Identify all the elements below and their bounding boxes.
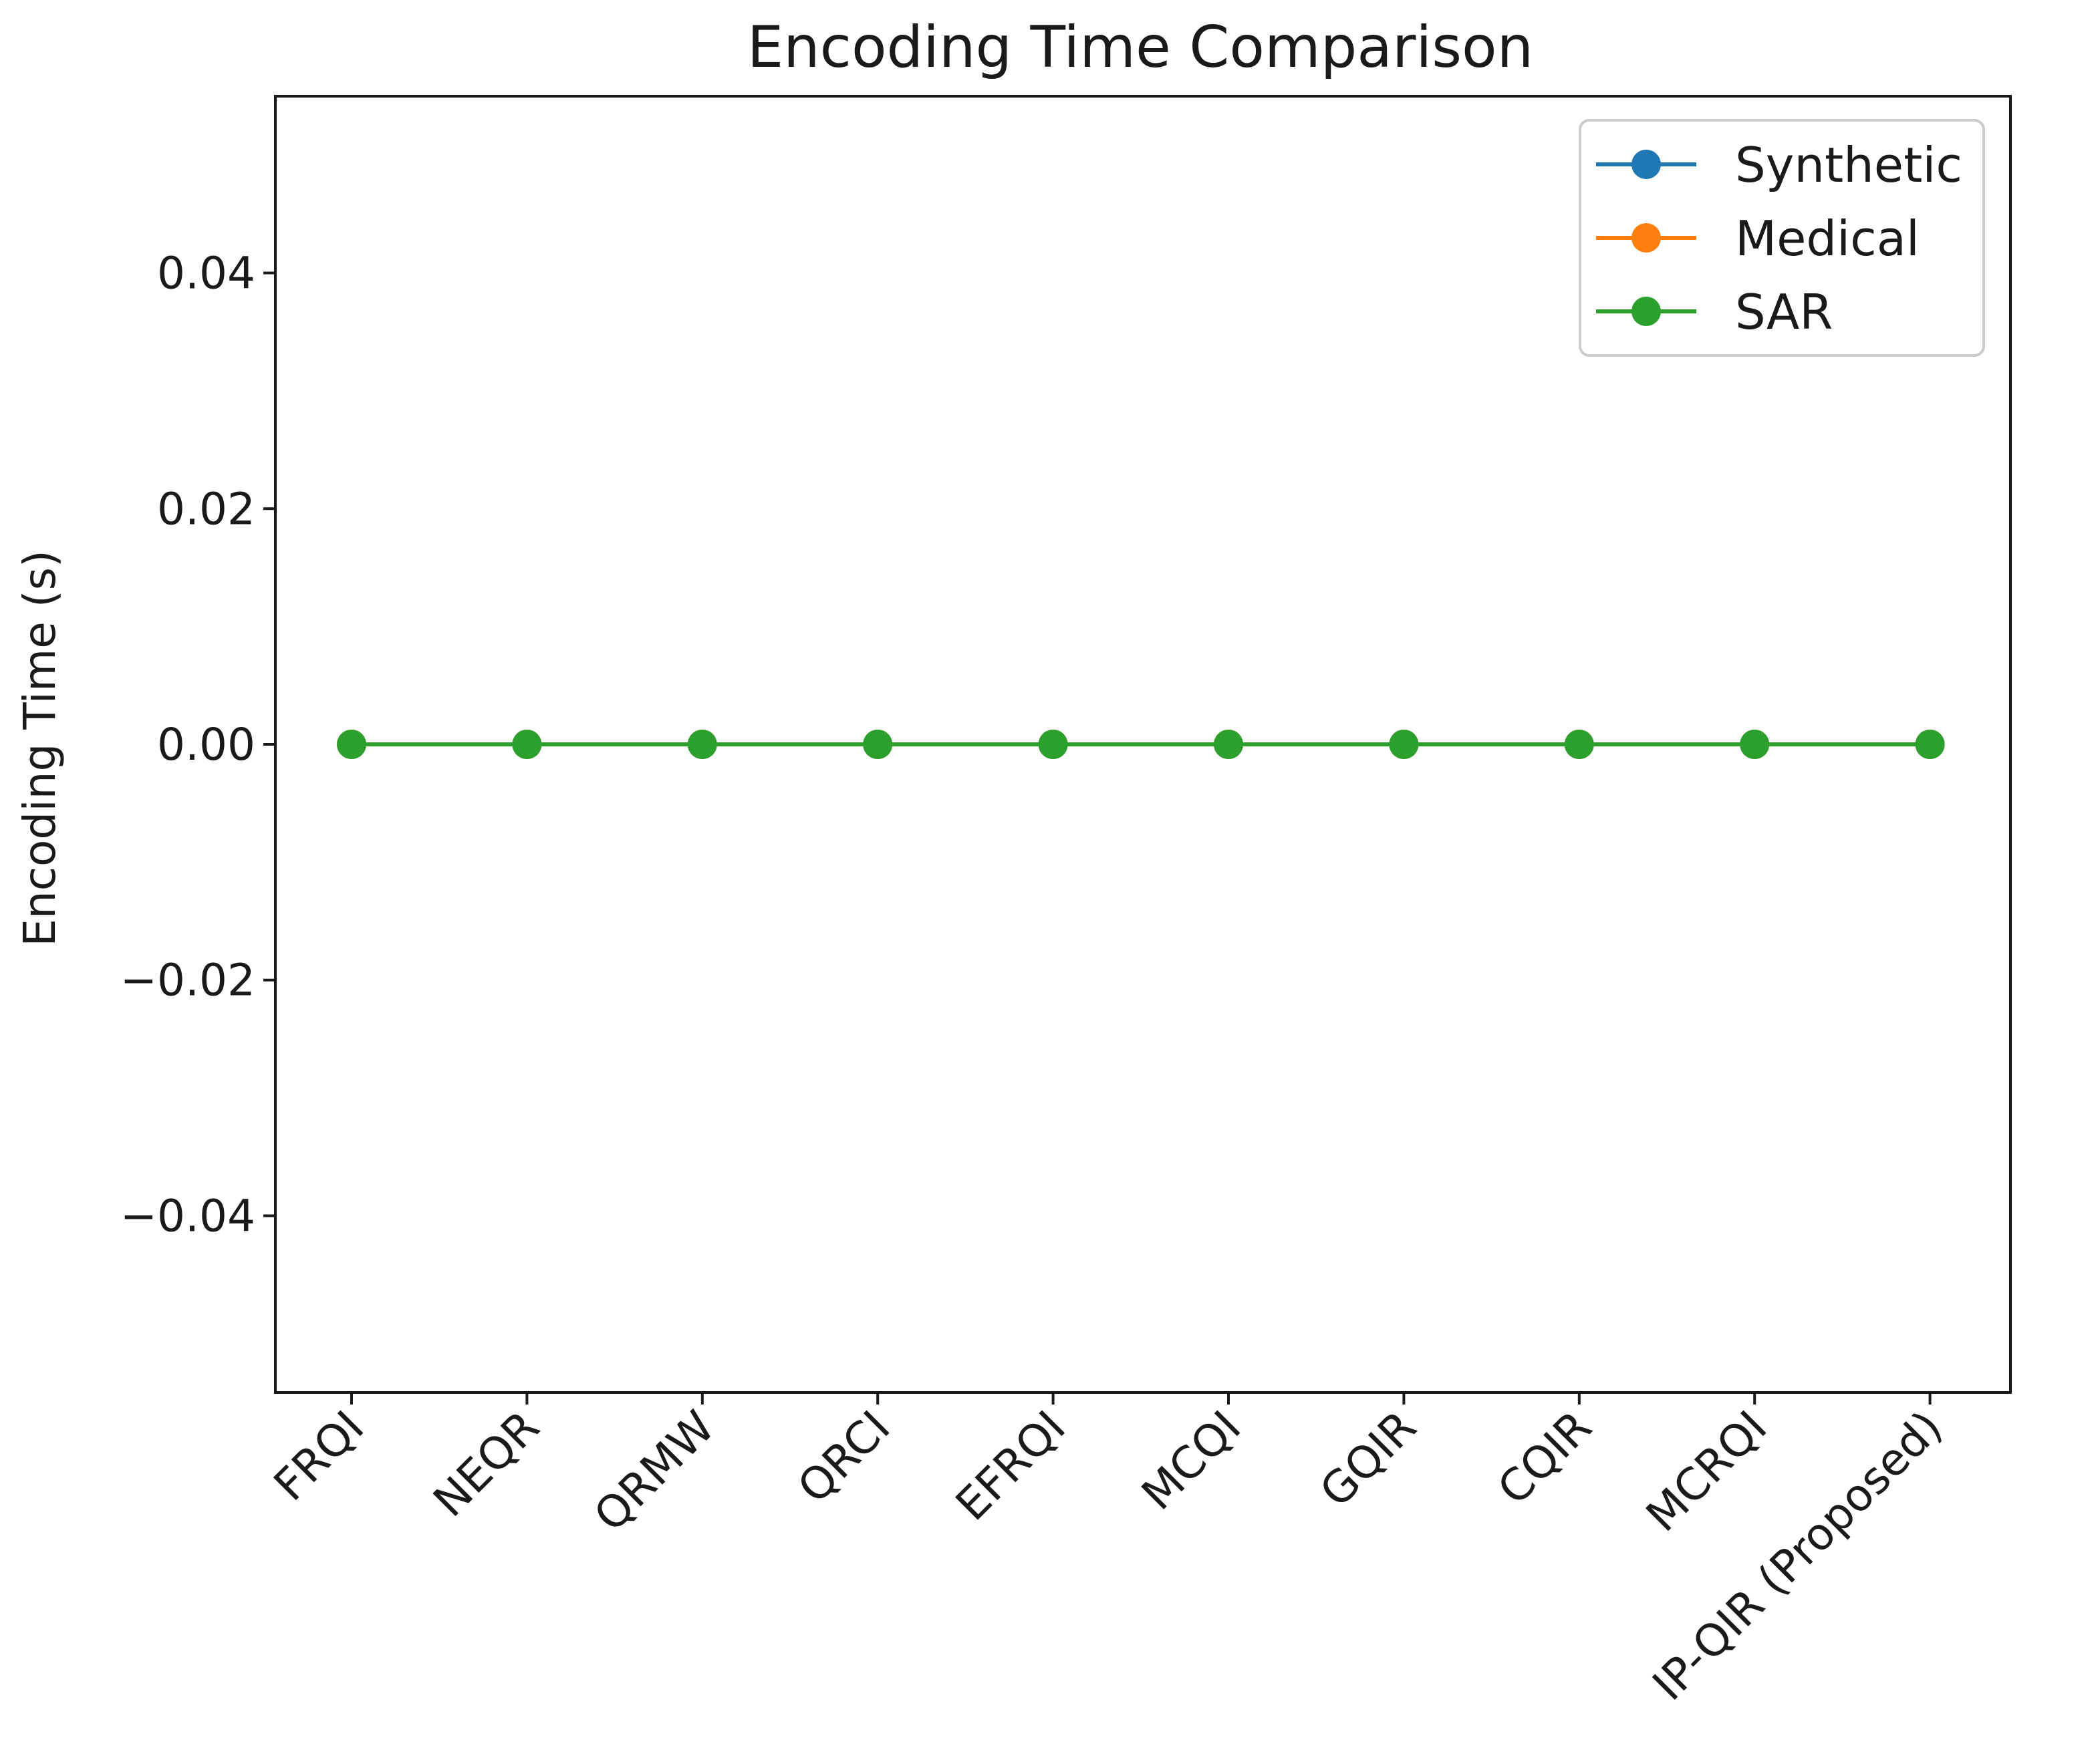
- y-tick-label: −0.04: [120, 1190, 255, 1241]
- y-axis-label: Encoding Time (s): [14, 550, 66, 947]
- legend-swatch-marker: [1631, 297, 1661, 326]
- chart-title: Encoding Time Comparison: [747, 14, 1533, 81]
- legend-swatch-marker: [1631, 150, 1661, 179]
- legend-swatch-marker: [1631, 223, 1661, 253]
- data-point: [1740, 730, 1770, 759]
- data-point: [1389, 730, 1419, 759]
- data-point: [1915, 730, 1945, 759]
- legend: Synthetic Medical SAR: [1579, 119, 1985, 357]
- legend-item: Medical: [1596, 210, 1920, 267]
- series-sar: [337, 730, 1945, 759]
- data-point: [1038, 730, 1068, 759]
- legend-label: SAR: [1735, 284, 1833, 340]
- y-tick-label: −0.02: [120, 955, 255, 1006]
- data-point: [687, 730, 717, 759]
- legend-item: SAR: [1596, 284, 1833, 340]
- data-point: [512, 730, 542, 759]
- legend-item: Synthetic: [1596, 137, 1962, 193]
- y-tick-label: 0.02: [157, 483, 255, 535]
- data-point: [1564, 730, 1594, 759]
- data-point: [1214, 730, 1243, 759]
- y-tick-label: 0.00: [157, 719, 255, 770]
- data-point: [863, 730, 893, 759]
- legend-label: Medical: [1735, 210, 1920, 267]
- legend-label: Synthetic: [1735, 137, 1962, 193]
- y-axis: −0.04 −0.02 0.00 0.02 0.04: [120, 248, 275, 1241]
- y-tick-label: 0.04: [157, 248, 255, 299]
- series-layer: [337, 730, 1945, 759]
- legend-box: [1579, 119, 1985, 357]
- data-point: [337, 730, 366, 759]
